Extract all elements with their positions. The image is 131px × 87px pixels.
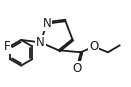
Text: N: N xyxy=(36,36,45,49)
Text: F: F xyxy=(4,40,10,53)
Text: N: N xyxy=(43,17,51,30)
Text: O: O xyxy=(72,62,81,75)
Text: O: O xyxy=(89,40,99,53)
